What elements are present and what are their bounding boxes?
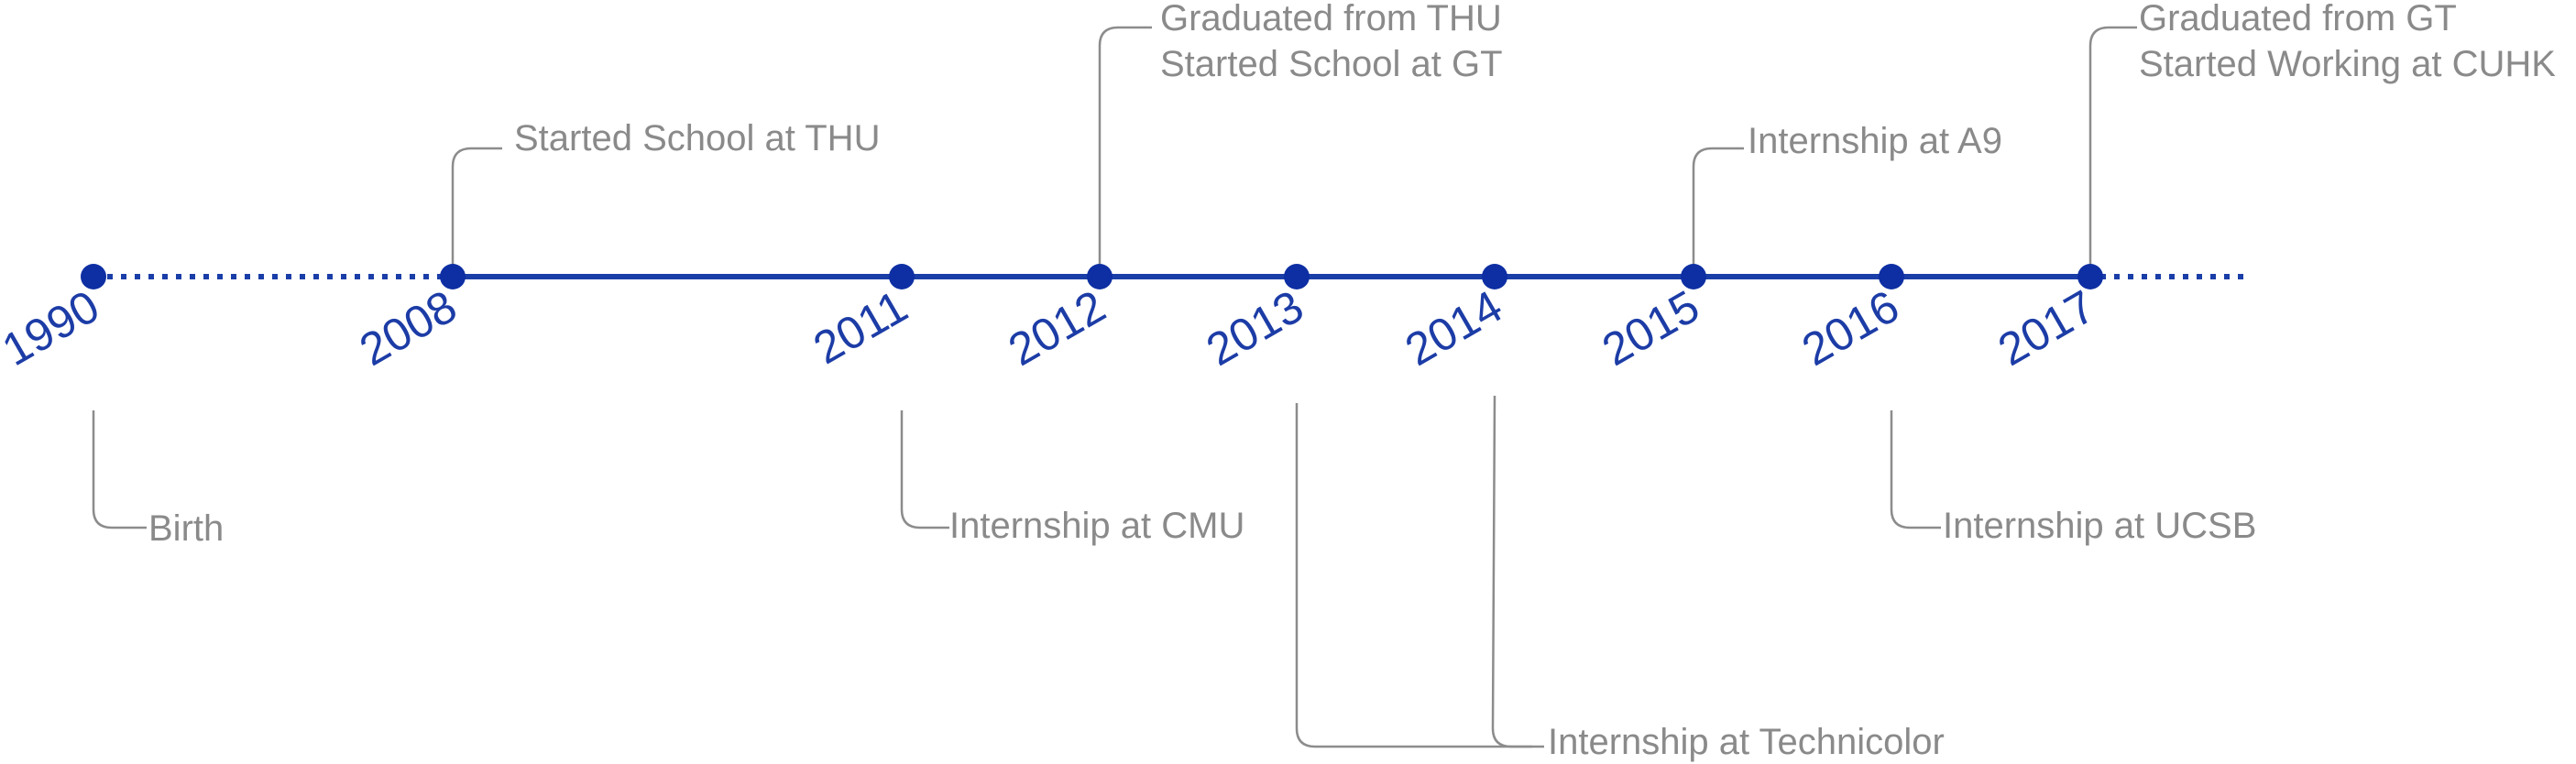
event-label-internship-ucsb: Internship at UCSB [1943, 506, 2256, 546]
year-dot-2017 [2077, 264, 2103, 289]
year-dot-1990 [81, 264, 106, 289]
year-label-2014: 2014 [1397, 280, 1510, 376]
year-dot-2016 [1879, 264, 1904, 289]
connector-2015 [1692, 147, 1744, 277]
connector-2011 [900, 410, 949, 529]
year-dot-2011 [889, 264, 915, 289]
event-label-graduated-thu: Graduated from THU [1160, 0, 1502, 38]
event-label-internship-cmu: Internship at CMU [949, 506, 1244, 546]
year-dot-2008 [440, 264, 466, 289]
year-label-1990: 1990 [0, 280, 108, 376]
year-label-2013: 2013 [1198, 280, 1311, 376]
connector-2008 [451, 147, 502, 277]
event-label-started-gt: Started School at GT [1160, 44, 1503, 84]
year-label-2015: 2015 [1594, 280, 1707, 376]
connector-2012 [1098, 26, 1152, 277]
year-label-2008: 2008 [351, 280, 465, 376]
event-label-started-thu: Started School at THU [514, 118, 880, 158]
event-label-internship-a9: Internship at A9 [1748, 121, 2002, 161]
year-dot-2013 [1284, 264, 1310, 289]
connector-2014 [1491, 395, 1544, 748]
connector-2013 [1295, 403, 1532, 748]
connector-2017 [2088, 26, 2137, 277]
year-dot-2012 [1087, 264, 1113, 289]
year-label-2012: 2012 [1000, 280, 1113, 376]
year-dot-2015 [1681, 264, 1706, 289]
event-label-started-cuhk: Started Working at CUHK [2139, 44, 2556, 84]
event-label-birth: Birth [148, 508, 224, 549]
connector-2016 [1890, 410, 1941, 529]
year-label-2017: 2017 [1990, 280, 2103, 376]
event-label-graduated-gt: Graduated from GT [2139, 0, 2457, 38]
connector-1990 [92, 410, 147, 529]
year-label-2011: 2011 [805, 280, 915, 374]
event-label-internship-technicolor: Internship at Technicolor [1548, 722, 1945, 762]
year-label-2016: 2016 [1793, 280, 1907, 376]
year-dot-2014 [1482, 264, 1507, 289]
